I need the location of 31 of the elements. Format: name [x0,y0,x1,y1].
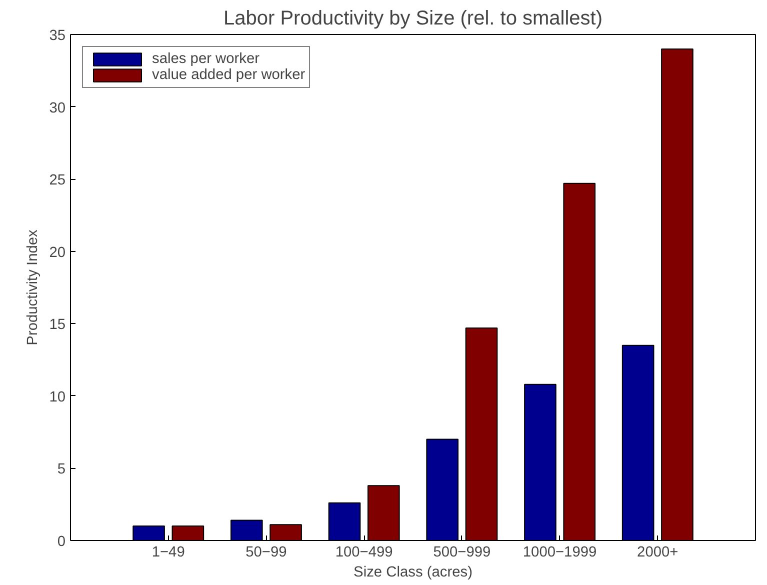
bar [524,384,556,540]
y-tick-label: 5 [57,462,66,478]
y-axis-title: Productivity Index [25,228,42,346]
x-axis-title: Size Class (acres) [354,564,472,580]
y-tick-label: 0 [57,534,66,550]
bar [230,520,263,540]
y-tick-label: 30 [49,100,66,116]
bar [563,182,596,540]
chart-title: Labor Productivity by Size (rel. to smallest) [223,8,603,30]
y-tick-label: 10 [49,389,66,406]
x-tick-label: 500−999 [433,544,491,560]
x-tick-label: 1000−1999 [522,544,597,560]
bar [465,327,498,540]
legend-label: sales per worker [152,51,260,67]
y-tick-label: 20 [49,244,66,261]
bar [328,502,361,540]
y-tick-label: 25 [49,172,66,189]
bar [426,438,459,540]
x-tick-label: 100−499 [335,544,393,560]
bar [661,48,694,540]
legend-label: value added per worker [152,67,306,83]
bar [622,344,654,540]
bar [172,526,204,540]
x-tick-label: 1−49 [152,544,185,560]
bar [270,524,302,540]
y-tick-label: 35 [49,28,66,44]
bar [132,526,165,540]
bar [367,485,400,540]
x-tick-label: 2000+ [637,544,678,560]
x-tick-label: 50−99 [246,544,287,560]
y-tick-label: 15 [49,317,66,334]
